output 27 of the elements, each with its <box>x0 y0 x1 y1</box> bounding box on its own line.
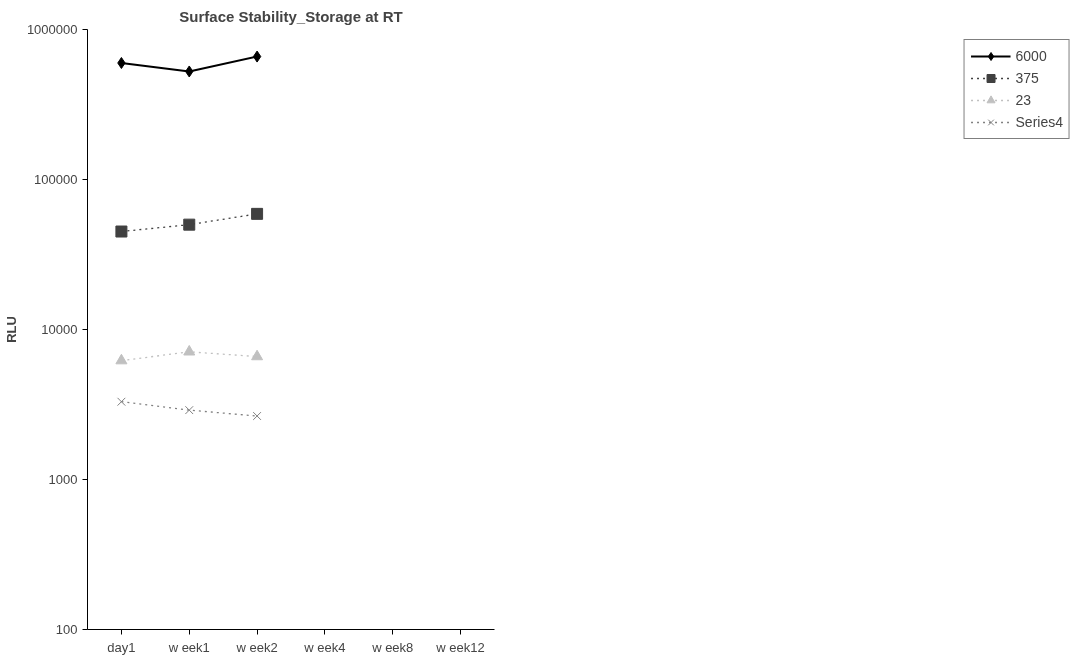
legend-label: Series4 <box>1015 114 1063 130</box>
point <box>251 207 264 220</box>
point <box>184 405 194 415</box>
chart-title: Surface Stability_Storage at RT <box>179 7 403 25</box>
point <box>117 397 126 407</box>
x-tick-label: w eek4 <box>303 639 346 655</box>
point <box>183 218 196 231</box>
legend-label: 23 <box>1015 92 1033 108</box>
point <box>115 353 128 365</box>
y-tick-label: 100000 <box>34 172 78 187</box>
point <box>252 50 262 63</box>
point <box>251 349 264 361</box>
x-tick-label: w eek2 <box>235 639 278 655</box>
x-tick-label: w eek8 <box>371 639 414 655</box>
y-tick-label: 10000 <box>41 322 78 337</box>
point <box>252 411 262 421</box>
y-tick-label: 1000 <box>48 472 78 487</box>
x-tick-label: w eek1 <box>167 639 210 655</box>
point <box>183 344 196 356</box>
legend-label: 375 <box>1015 70 1039 86</box>
legend-label: 6000 <box>1015 48 1047 64</box>
point <box>115 225 128 238</box>
y-tick-label: 100 <box>55 622 78 637</box>
y-axis-title: RLU <box>3 316 19 343</box>
x-tick-label: day1 <box>107 639 136 655</box>
y-tick-label: 1000000 <box>26 22 78 37</box>
x-tick-label: w eek12 <box>435 639 485 655</box>
